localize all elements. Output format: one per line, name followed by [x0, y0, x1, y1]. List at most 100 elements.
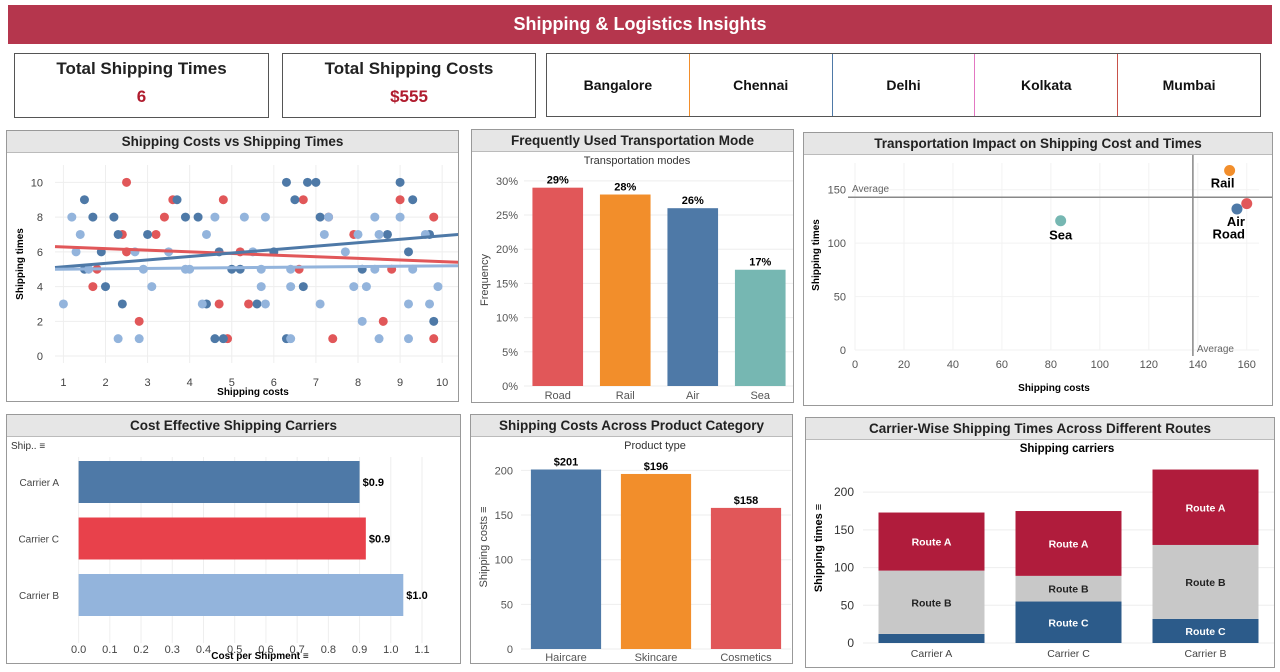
bar: [78, 574, 404, 616]
x-tick-label: Carrier C: [1047, 648, 1090, 660]
routes-chart[interactable]: Shipping carriers Shipping times ≡ 0 50 100 1…: [806, 440, 1275, 668]
x-tick-label: 0.9: [352, 644, 367, 656]
x-tick-label: 0.8: [321, 644, 336, 656]
data-point: [79, 195, 89, 205]
y-tick-label: 0: [840, 345, 846, 357]
data-point: [303, 177, 312, 187]
y-tick-label: Carrier B: [19, 591, 59, 602]
y-tick-label: 5%: [502, 347, 518, 359]
bar-value-label: $201: [554, 457, 578, 469]
city-filter-kolkata[interactable]: Kolkata: [974, 54, 1117, 116]
y-tick-label: 6: [37, 247, 43, 259]
data-point: [260, 212, 270, 222]
stacked-segment: [1015, 575, 1122, 602]
kpi-label: Total Shipping Costs: [324, 59, 494, 78]
data-point: [122, 177, 132, 187]
data-point: [202, 229, 211, 239]
carriers-chart[interactable]: Ship.. ≡ 0.0 0.1 0.2 0.3 0.4 0.5 0.6 0.7 0.8 0.9 1.…: [7, 437, 461, 664]
chart-subtitle: Shipping carriers: [1020, 443, 1115, 455]
y-axis-label: Shipping times: [811, 219, 822, 291]
data-point: [311, 177, 321, 187]
dashboard-title: Shipping & Logistics Insights: [513, 14, 767, 34]
x-tick-label: 0.0: [71, 644, 86, 656]
routes-panel: Carrier-Wise Shipping Times Across Diffe…: [805, 417, 1275, 668]
data-point: [286, 334, 296, 344]
kpi-value: 6: [136, 87, 147, 106]
x-tick-label: 1.0: [383, 644, 398, 656]
y-tick-label: 10%: [496, 313, 518, 325]
data-point: [281, 177, 291, 187]
transport-mode-panel: Frequently Used Transportation Mode Tran…: [471, 129, 794, 403]
y-tick-label: 100: [495, 555, 513, 567]
data-point: [404, 334, 413, 344]
data-point: [404, 247, 413, 257]
city-filter-delhi[interactable]: Delhi: [831, 54, 975, 116]
data-point: [319, 229, 329, 239]
transport-impact-chart[interactable]: 0 20 40 60 80 100 120 140 160 0 50 100 150 Average Ave…: [804, 155, 1273, 406]
y-tick-label: 25%: [496, 210, 518, 222]
data-point: [408, 195, 418, 205]
x-tick-label: 0.1: [102, 644, 117, 656]
x-tick-label: 80: [1045, 359, 1057, 371]
stacked-segment: [1015, 511, 1122, 576]
category-chart[interactable]: Product type Shipping costs ≡ 0 50 100 150 200…: [471, 437, 793, 664]
data-point: [382, 229, 392, 239]
city-filter-chennai[interactable]: Chennai: [688, 54, 832, 116]
x-axis-label: Cost per Shipment ≡: [211, 651, 309, 662]
city-filter-mumbai[interactable]: Mumbai: [1117, 54, 1260, 116]
data-point: [151, 229, 161, 239]
scatter-chart[interactable]: 1 2 3 4 5 6 7 8 9 10 0 2 4 6 8 10 Shipping costs Shipping…: [7, 153, 459, 402]
segment-label: Route B: [1185, 577, 1226, 589]
x-tick-label: 0.3: [165, 644, 180, 656]
data-point: [71, 247, 81, 257]
data-point: [256, 282, 266, 292]
data-point: [374, 229, 384, 239]
average-label-y: Average: [852, 184, 890, 195]
x-tick-label: 7: [313, 377, 319, 389]
transport-mode-chart[interactable]: Transportation modes Frequency 0% 5% 10% 15% 2…: [472, 152, 794, 403]
data-point: [134, 334, 144, 344]
data-point: [340, 247, 350, 257]
data-point: [88, 282, 98, 292]
data-point: [353, 229, 363, 239]
data-point: [429, 334, 439, 344]
y-tick-label: 100: [834, 561, 854, 575]
data-point: [324, 212, 334, 222]
data-point: [395, 177, 405, 187]
x-tick-label: 1: [60, 377, 66, 389]
average-label-x: Average: [1197, 344, 1235, 355]
trend-line: [54, 264, 458, 271]
x-tick-label: 0.7: [289, 644, 304, 656]
data-point: [286, 282, 296, 292]
data-point: [193, 212, 203, 222]
panel-title: Cost Effective Shipping Carriers: [7, 415, 460, 437]
data-point: [113, 334, 123, 344]
x-tick-label: 2: [102, 377, 108, 389]
data-point: [361, 282, 371, 292]
data-point: [210, 212, 220, 222]
data-point: [370, 212, 380, 222]
data-point: [252, 299, 262, 309]
stacked-segment: [878, 570, 985, 634]
kpi-label: Total Shipping Times: [56, 59, 227, 78]
data-point: [75, 229, 85, 239]
x-tick-label: Rail: [616, 390, 635, 402]
city-filter-bangalore[interactable]: Bangalore: [583, 77, 653, 93]
x-tick-label: 6: [271, 377, 277, 389]
data-point: [328, 334, 338, 344]
x-tick-label: Haircare: [545, 652, 587, 664]
x-tick-label: 9: [397, 377, 403, 389]
data-point: [109, 212, 119, 222]
y-tick-label: 15%: [496, 278, 518, 290]
data-point: [172, 195, 182, 205]
bar-value-label: $196: [644, 461, 668, 473]
data-point: [404, 299, 413, 309]
data-point: [235, 264, 245, 274]
data-point: [290, 195, 300, 205]
y-tick-label: 20%: [496, 244, 518, 256]
y-tick-label: 50: [841, 598, 855, 612]
x-tick-label: Cosmetics: [720, 652, 772, 664]
y-tick-label: 8: [37, 212, 43, 224]
y-tick-label: 2: [37, 316, 43, 328]
x-axis-label: Shipping costs: [217, 387, 289, 398]
